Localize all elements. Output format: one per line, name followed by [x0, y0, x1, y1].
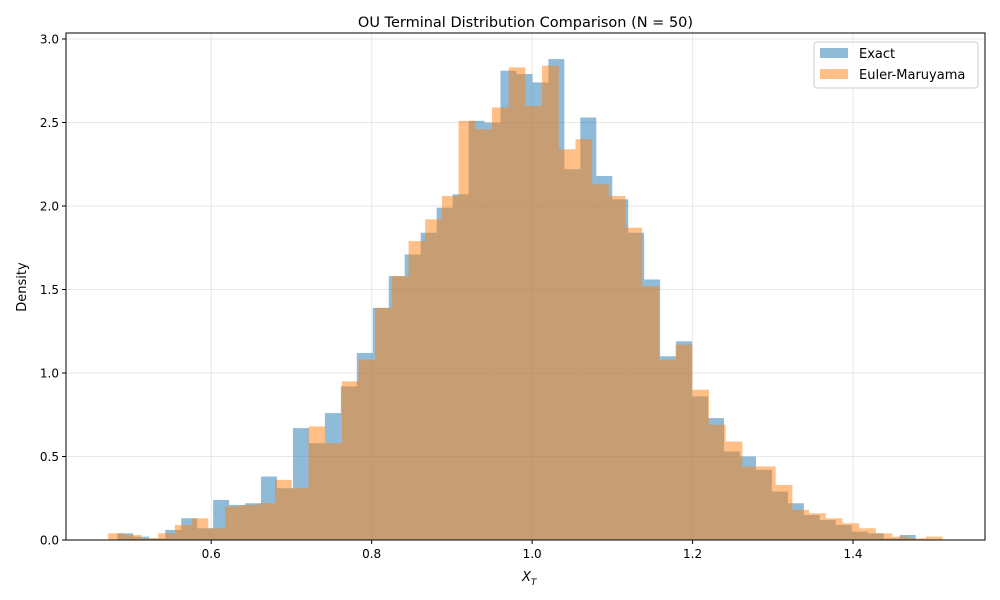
histogram-bar [859, 528, 876, 540]
histogram-bar [925, 536, 943, 540]
histogram-bar [391, 276, 409, 540]
series-euler-maruyama [108, 65, 943, 541]
legend-label-exact: Exact [859, 47, 895, 62]
histogram-bar [825, 518, 843, 540]
legend-swatch-exact [820, 48, 848, 58]
histogram-bar [124, 534, 142, 540]
histogram-bar [225, 506, 242, 540]
histogram-bar [475, 129, 493, 540]
histogram-bar [174, 524, 192, 540]
plot-frame [65, 32, 986, 541]
histogram-bar [675, 344, 693, 540]
histogram-bar [408, 241, 426, 540]
histogram-bar [441, 195, 459, 540]
histogram-bar [525, 105, 543, 541]
histogram-bar [158, 533, 175, 540]
histogram-bar [575, 139, 593, 541]
x-axis-ticks: 0.6 0.8 1.0 1.2 1.4 [202, 540, 863, 561]
histogram-bar [341, 381, 359, 540]
legend-label-euler-maruyama: Euler-Maruyama [859, 68, 965, 83]
bars [108, 59, 943, 541]
histogram-bar [558, 149, 576, 540]
y-tick-label: 2.0 [40, 200, 59, 214]
histogram-bar [642, 286, 659, 540]
x-tick-label: 1.2 [683, 547, 702, 561]
histogram-bar [759, 466, 776, 540]
histogram-bar [458, 120, 476, 541]
histogram-bar [508, 67, 526, 540]
y-tick-label: 2.5 [40, 116, 59, 130]
chart-title: OU Terminal Distribution Comparison (N =… [358, 15, 693, 31]
legend-swatch-euler-maruyama [820, 69, 848, 79]
y-tick-label: 3.0 [40, 33, 59, 47]
histogram-bar [842, 523, 860, 540]
y-axis-label: Density [15, 262, 30, 312]
y-tick-label: 0.5 [40, 450, 59, 464]
histogram-bar [191, 518, 209, 540]
histogram-bar [708, 424, 726, 540]
x-tick-label: 0.6 [202, 547, 221, 561]
x-tick-label: 0.8 [362, 547, 381, 561]
histogram-bar [792, 509, 810, 540]
histogram-bar [875, 533, 893, 540]
histogram-bar [492, 107, 509, 541]
legend: Exact Euler-Maruyama [813, 41, 979, 89]
histogram-bar [592, 184, 609, 541]
histogram-bar [625, 227, 643, 540]
histogram-bar [308, 426, 326, 540]
histogram-bar [375, 307, 392, 540]
histogram-bar [909, 538, 926, 540]
y-tick-label: 1.0 [40, 367, 59, 381]
histogram-bar [291, 488, 309, 540]
histogram-bar [141, 538, 159, 540]
x-tick-label: 1.4 [843, 547, 862, 561]
y-axis-ticks: 0.0 0.5 1.0 1.5 2.0 2.5 3.0 [40, 33, 66, 548]
histogram-bar [358, 359, 376, 540]
histogram-bar [208, 528, 226, 540]
y-tick-label: 0.0 [40, 534, 59, 548]
histogram-bar [542, 65, 559, 540]
histogram-bar [275, 479, 292, 540]
histogram-bar [725, 441, 743, 540]
histogram-bar [425, 219, 442, 540]
x-axis-label: XT [521, 570, 538, 588]
histogram-bar [809, 513, 826, 540]
y-tick-label: 1.5 [40, 283, 59, 297]
histogram-bar [325, 443, 342, 540]
histogram-bar [241, 504, 259, 540]
histogram-bar [108, 533, 125, 540]
histogram-bar [742, 466, 760, 540]
histogram-bar [892, 536, 910, 540]
histogram-bar [775, 484, 793, 540]
legend-frame [813, 41, 979, 89]
histogram-bar [658, 359, 676, 540]
histogram-bar [258, 503, 276, 540]
x-tick-label: 1.0 [523, 547, 542, 561]
histogram-bar [608, 195, 626, 540]
histogram-bar [692, 389, 709, 540]
